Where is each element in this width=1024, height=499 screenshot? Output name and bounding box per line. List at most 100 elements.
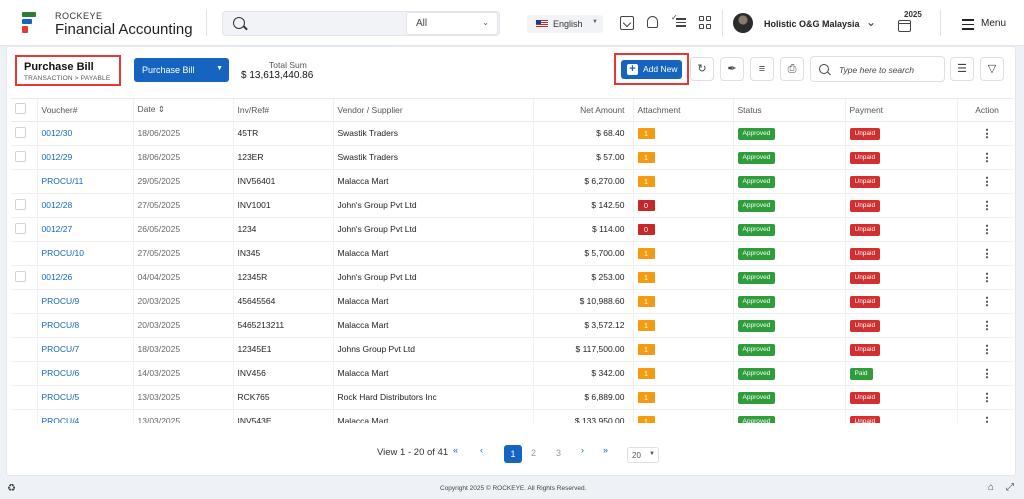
voucher-link[interactable]: 0012/26 [37, 265, 134, 290]
table-search-input[interactable]: Type here to search [810, 56, 945, 82]
voucher-link[interactable]: PROCU/8 [37, 313, 134, 338]
row-select-cell[interactable] [11, 289, 38, 314]
row-select-cell[interactable] [11, 241, 38, 266]
row-select-cell[interactable] [11, 265, 38, 290]
col-payment[interactable]: Payment [845, 99, 958, 122]
page-button[interactable]: 2 [531, 448, 537, 458]
row-checkbox[interactable] [15, 150, 26, 162]
attachment-count-badge[interactable]: 1 [637, 367, 655, 379]
voucher-link[interactable]: 0012/29 [37, 145, 134, 170]
column-settings-icon[interactable]: ☰ [950, 57, 974, 81]
voucher-link[interactable]: 0012/28 [37, 193, 134, 218]
menu-button[interactable]: Menu [981, 18, 1007, 29]
hamburger-menu-icon[interactable] [962, 19, 974, 33]
row-actions-kebab-icon[interactable]: ⋮ [957, 241, 1013, 266]
row-checkbox[interactable] [15, 222, 26, 234]
row-select-cell[interactable] [11, 409, 38, 423]
row-actions-kebab-icon[interactable]: ⋮ [957, 289, 1013, 314]
attachment-count-badge[interactable]: 1 [637, 247, 655, 259]
voucher-link[interactable]: PROCU/7 [37, 337, 134, 362]
table-row[interactable]: PROCU/10 27/05/2025 IN345 Malacca Mart $ 5,7… [11, 241, 1013, 266]
chevron-down-icon[interactable]: ⌄ [866, 15, 877, 29]
refresh-icon[interactable]: ↻ [690, 57, 714, 81]
voucher-link[interactable]: PROCU/11 [37, 169, 134, 194]
task-list-icon[interactable] [671, 13, 686, 30]
attachment-count-badge[interactable]: 0 [637, 199, 655, 211]
attachment-count-badge[interactable]: 1 [637, 319, 655, 331]
attachment-count-badge[interactable]: 1 [637, 391, 655, 403]
filter-icon[interactable]: ▽ [980, 57, 1004, 81]
table-row[interactable]: 0012/28 27/05/2025 INV1001 John's Group Pvt… [11, 193, 1013, 218]
row-select-cell[interactable] [11, 313, 38, 338]
row-checkbox[interactable] [15, 126, 26, 138]
table-row[interactable]: 0012/29 18/06/2025 123ER Swastik Traders $ 5… [11, 145, 1013, 170]
recycle-icon[interactable]: ♻ [7, 483, 16, 494]
row-actions-kebab-icon[interactable]: ⋮ [957, 337, 1013, 362]
attachment-count-badge[interactable]: 1 [637, 175, 655, 187]
row-actions-kebab-icon[interactable]: ⋮ [957, 361, 1013, 386]
add-new-button[interactable]: + Add New [621, 60, 682, 79]
row-select-cell[interactable] [11, 337, 38, 362]
row-select-cell[interactable] [11, 145, 38, 170]
table-row[interactable]: PROCU/7 18/03/2025 12345E1 Johns Group Pvt … [11, 337, 1013, 362]
table-row[interactable]: PROCU/8 20/03/2025 5465213211 Malacca Mart $… [11, 313, 1013, 338]
voucher-link[interactable]: 0012/27 [37, 217, 134, 242]
row-select-cell[interactable] [11, 121, 38, 146]
first-page-icon[interactable]: « [453, 445, 459, 455]
col-attachment[interactable]: Attachment [633, 99, 734, 122]
last-page-icon[interactable]: » [603, 445, 609, 455]
page-button-current[interactable]: 1 [504, 445, 522, 463]
voucher-link[interactable]: 0012/30 [37, 121, 134, 146]
home-icon[interactable]: ⌂ [988, 482, 995, 493]
col-inv-ref[interactable]: Inv/Ref# [233, 99, 334, 122]
next-page-icon[interactable]: › [581, 445, 584, 455]
row-actions-kebab-icon[interactable]: ⋮ [957, 145, 1013, 170]
row-actions-kebab-icon[interactable]: ⋮ [957, 409, 1013, 423]
attachment-count-badge[interactable]: 0 [637, 223, 655, 235]
select-all-checkbox[interactable] [15, 103, 26, 115]
prev-page-icon[interactable]: ‹ [480, 445, 483, 455]
row-checkbox[interactable] [15, 198, 26, 210]
page-button[interactable]: 3 [556, 448, 562, 458]
search-scope-select[interactable]: All ⌄ [406, 12, 498, 35]
row-select-cell[interactable] [11, 361, 38, 386]
apps-grid-icon[interactable] [699, 16, 713, 30]
avatar[interactable] [733, 13, 753, 33]
print-icon[interactable]: ⎙ [780, 57, 804, 81]
user-name[interactable]: Holistic O&G Malaysia [764, 19, 860, 29]
table-row[interactable]: PROCU/9 20/03/2025 45645564 Malacca Mart $ 1… [11, 289, 1013, 314]
bookmark-icon[interactable] [620, 16, 634, 30]
attachment-count-badge[interactable]: 1 [637, 271, 655, 283]
col-date[interactable]: Date ⇕ [133, 99, 234, 122]
voucher-link[interactable]: PROCU/4 [37, 409, 134, 423]
clear-brush-icon[interactable]: ✒ [720, 57, 744, 81]
select-all-cell[interactable] [11, 99, 38, 122]
col-voucher[interactable]: Voucher# [37, 99, 134, 122]
attachment-count-badge[interactable]: 1 [637, 151, 655, 163]
row-actions-kebab-icon[interactable]: ⋮ [957, 385, 1013, 410]
language-select[interactable]: English ▼ [527, 15, 603, 33]
table-row[interactable]: PROCU/11 29/05/2025 INV56401 Malacca Mart $ … [11, 169, 1013, 194]
voucher-link[interactable]: PROCU/10 [37, 241, 134, 266]
row-actions-kebab-icon[interactable]: ⋮ [957, 265, 1013, 290]
attachment-count-badge[interactable]: 1 [637, 127, 655, 139]
row-select-cell[interactable] [11, 217, 38, 242]
row-actions-kebab-icon[interactable]: ⋮ [957, 217, 1013, 242]
bill-type-select[interactable]: Purchase Bill ▼ [134, 58, 229, 82]
row-actions-kebab-icon[interactable]: ⋮ [957, 121, 1013, 146]
breadcrumb[interactable]: TRANSACTION > PAYABLE [24, 75, 111, 82]
attachment-count-badge[interactable]: 1 [637, 343, 655, 355]
row-checkbox[interactable] [15, 270, 26, 282]
row-select-cell[interactable] [11, 385, 38, 410]
table-row[interactable]: 0012/27 26/05/2025 1234 John's Group Pvt Lt… [11, 217, 1013, 242]
table-row[interactable]: 0012/30 18/06/2025 45TR Swastik Traders $ 68… [11, 121, 1013, 146]
fullscreen-icon[interactable]: ⤢ [1006, 482, 1014, 493]
fiscal-year[interactable]: 2025 [904, 10, 922, 19]
table-row[interactable]: 0012/26 04/04/2025 12345R John's Group Pvt … [11, 265, 1013, 290]
attachment-count-badge[interactable]: 1 [637, 295, 655, 307]
row-actions-kebab-icon[interactable]: ⋮ [957, 193, 1013, 218]
col-status[interactable]: Status [733, 99, 846, 122]
row-select-cell[interactable] [11, 193, 38, 218]
voucher-link[interactable]: PROCU/9 [37, 289, 134, 314]
table-row[interactable]: PROCU/4 13/03/2025 INV543E Malacca Mart $ 13… [11, 409, 1013, 423]
